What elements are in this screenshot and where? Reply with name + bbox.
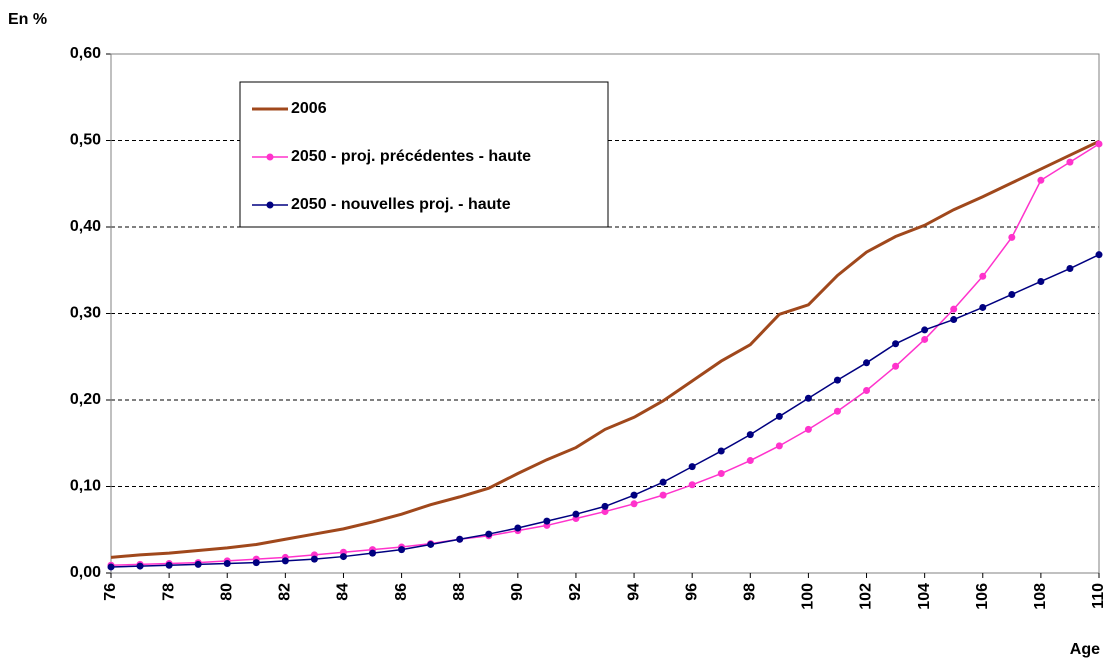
series-line <box>110 140 1100 559</box>
x-axis-label: Age <box>1070 641 1100 658</box>
series-marker <box>601 502 609 510</box>
legend-label: 2050 - proj. précédentes - haute <box>291 148 531 165</box>
series-marker <box>485 530 493 538</box>
x-tick-label: 76 <box>102 583 119 601</box>
series-marker <box>717 447 725 455</box>
y-tick-label: 0,30 <box>70 305 101 322</box>
series-marker <box>107 563 115 571</box>
legend-label: 2050 - nouvelles proj. - haute <box>291 196 511 213</box>
series-marker <box>892 362 900 370</box>
x-tick-label: 86 <box>393 583 410 601</box>
series-marker <box>223 559 231 567</box>
series-marker <box>833 376 841 384</box>
series-marker <box>427 540 435 548</box>
series-marker <box>950 305 958 313</box>
series-marker <box>1037 277 1045 285</box>
x-tick-label: 92 <box>567 583 584 601</box>
x-tick-label: 80 <box>218 583 235 601</box>
x-tick-label: 88 <box>451 583 468 601</box>
series-marker <box>572 510 580 518</box>
x-tick-label: 104 <box>916 583 933 610</box>
series-marker <box>165 561 173 569</box>
series-marker <box>950 316 958 324</box>
y-tick-label: 0,50 <box>70 132 101 149</box>
series-marker <box>921 335 929 343</box>
series-marker <box>281 557 289 565</box>
series-marker <box>252 559 260 567</box>
x-tick-label: 78 <box>160 583 177 601</box>
series-marker <box>863 359 871 367</box>
series-marker <box>892 340 900 348</box>
series-marker <box>775 412 783 420</box>
x-tick-label: 90 <box>509 583 526 601</box>
series-marker <box>601 508 609 516</box>
series-marker <box>979 272 987 280</box>
series-marker <box>979 303 987 311</box>
legend-label: 2006 <box>291 100 327 117</box>
legend-marker <box>266 153 274 161</box>
y-tick-label: 0,60 <box>70 45 101 62</box>
series-marker <box>1037 176 1045 184</box>
series-marker <box>456 535 464 543</box>
series-marker <box>369 549 377 557</box>
series-marker <box>1066 265 1074 273</box>
series-marker <box>659 478 667 486</box>
series-marker <box>1066 158 1074 166</box>
x-tick-label: 96 <box>683 583 700 601</box>
series-marker <box>194 560 202 568</box>
series-marker <box>659 491 667 499</box>
y-tick-label: 0,00 <box>70 564 101 581</box>
series-marker <box>746 457 754 465</box>
series-marker <box>863 386 871 394</box>
series-marker <box>310 555 318 563</box>
series-marker <box>775 442 783 450</box>
legend-marker <box>266 201 274 209</box>
series-marker <box>1008 233 1016 241</box>
y-axis-label: En % <box>8 11 47 28</box>
x-tick-label: 110 <box>1090 583 1107 609</box>
legend-box <box>239 81 609 228</box>
series-marker <box>717 470 725 478</box>
series-marker <box>688 481 696 489</box>
x-tick-label: 102 <box>858 583 875 610</box>
series-marker <box>1008 290 1016 298</box>
series-marker <box>543 517 551 525</box>
y-tick-label: 0,40 <box>70 218 101 235</box>
x-tick-label: 94 <box>625 583 642 601</box>
x-tick-label: 82 <box>277 583 294 601</box>
series-marker <box>136 562 144 570</box>
plot-border <box>110 53 1100 574</box>
x-tick-label: 98 <box>742 583 759 601</box>
y-tick-label: 0,20 <box>70 391 101 408</box>
series-marker <box>746 431 754 439</box>
series-marker <box>339 553 347 561</box>
series-marker <box>804 394 812 402</box>
x-tick-label: 108 <box>1032 583 1049 610</box>
series-marker <box>630 500 638 508</box>
series-marker <box>398 546 406 554</box>
y-tick-label: 0,10 <box>70 478 101 495</box>
series-marker <box>688 463 696 471</box>
series-marker <box>833 407 841 415</box>
series-marker <box>804 425 812 433</box>
x-tick-label: 84 <box>335 583 352 601</box>
series-marker <box>921 326 929 334</box>
series-marker <box>1095 251 1103 259</box>
x-tick-label: 100 <box>800 583 817 610</box>
series-marker <box>1095 140 1103 148</box>
series-marker <box>514 524 522 532</box>
series-marker <box>630 491 638 499</box>
x-tick-label: 106 <box>974 583 991 610</box>
series-line <box>110 254 1100 568</box>
